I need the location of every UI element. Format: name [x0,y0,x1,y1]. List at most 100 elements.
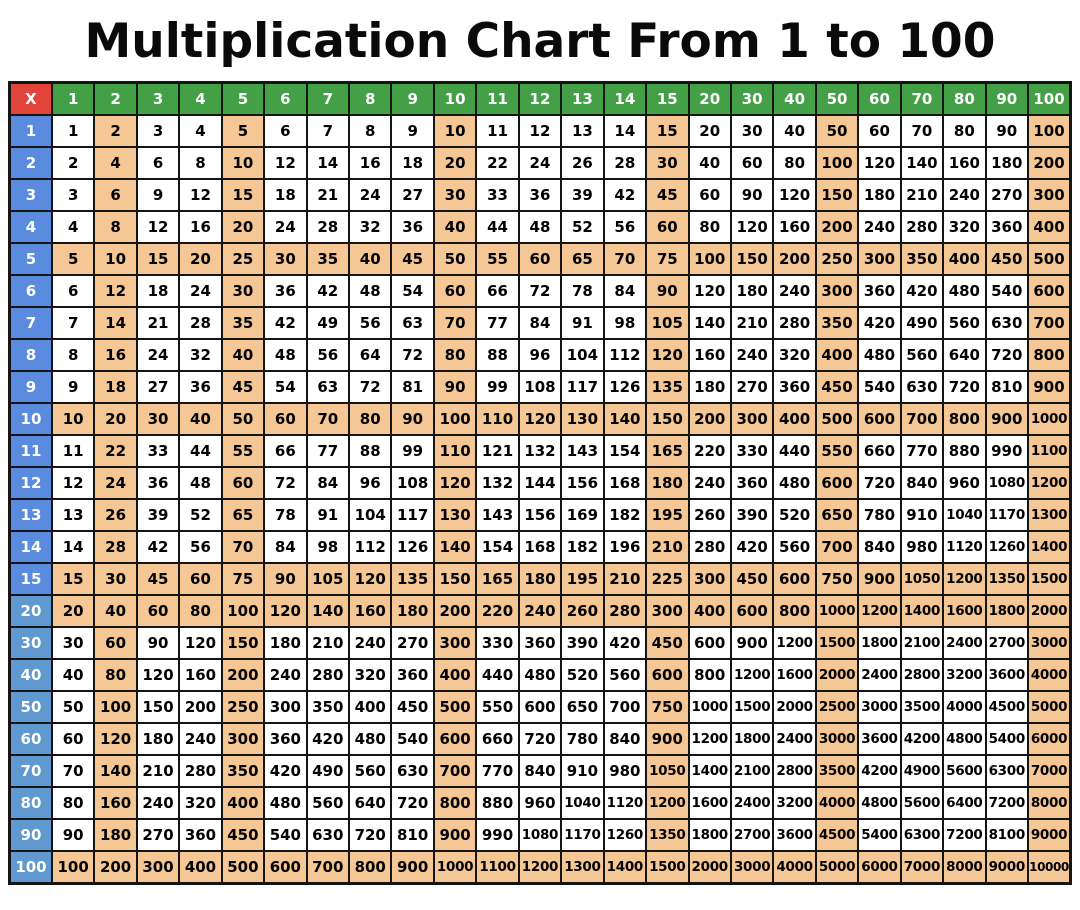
product-cell-50x1: 50 [50,690,96,724]
product-cell-50x3: 150 [135,690,181,724]
product-cell-20x13: 260 [560,594,605,628]
product-cell-12x4: 48 [178,466,223,500]
product-cell-20x9: 180 [390,594,435,628]
product-cell-1x100: 100 [1027,114,1072,148]
product-cell-11x7: 77 [305,434,351,468]
table-row-80: 80 80 160 240 320 400 480 560 640 720 800 880 960 104… [8,786,1072,820]
product-cell-8x15: 120 [645,338,690,372]
row-header-15: 15 [8,562,53,596]
product-cell-5x11: 55 [475,242,520,276]
product-cell-60x11: 660 [475,722,520,756]
product-cell-15x60: 900 [857,562,902,596]
product-cell-30x4: 120 [178,626,223,660]
product-cell-8x3: 24 [135,338,181,372]
product-cell-8x4: 32 [178,338,223,372]
product-cell-2x7: 14 [305,146,351,180]
product-cell-7x13: 91 [560,306,605,340]
product-cell-30x60: 1800 [857,626,902,660]
product-cell-15x15: 225 [645,562,690,596]
product-cell-70x8: 560 [347,754,393,788]
product-cell-1x30: 30 [729,114,775,148]
product-cell-8x70: 560 [899,338,945,372]
product-cell-12x9: 108 [390,466,435,500]
product-cell-1x10: 10 [432,114,478,148]
row-header-70: 70 [8,754,53,788]
product-cell-3x100: 300 [1027,178,1072,212]
product-cell-60x1: 60 [50,722,96,756]
product-cell-14x7: 98 [305,530,351,564]
product-cell-30x3: 90 [135,626,181,660]
product-cell-100x40: 4000 [772,850,817,885]
product-cell-90x60: 5400 [857,818,902,852]
product-cell-30x12: 360 [517,626,563,660]
product-cell-7x11: 77 [475,306,520,340]
product-cell-4x30: 120 [729,210,775,244]
product-cell-9x4: 36 [178,370,223,404]
product-cell-3x15: 45 [645,178,690,212]
product-cell-20x100: 2000 [1027,594,1072,628]
product-cell-100x15: 1500 [645,850,690,885]
product-cell-11x8: 88 [347,434,393,468]
product-cell-15x20: 300 [687,562,732,596]
product-cell-6x70: 420 [899,274,945,308]
product-cell-13x3: 39 [135,498,181,532]
product-cell-15x3: 45 [135,562,181,596]
product-cell-30x14: 420 [602,626,648,660]
product-cell-9x15: 135 [645,370,690,404]
product-cell-7x7: 49 [305,306,351,340]
product-cell-4x15: 60 [645,210,690,244]
product-cell-5x3: 15 [135,242,181,276]
product-cell-14x40: 560 [772,530,817,564]
product-cell-30x5: 150 [220,626,266,660]
product-cell-30x15: 450 [645,626,690,660]
product-cell-6x12: 72 [517,274,563,308]
product-cell-90x6: 540 [263,818,308,852]
col-header-4: 4 [178,81,223,116]
product-cell-11x10: 110 [432,434,478,468]
product-cell-80x7: 560 [305,786,351,820]
product-cell-9x12: 108 [517,370,563,404]
product-cell-50x20: 1000 [687,690,732,724]
product-cell-12x10: 120 [432,466,478,500]
product-cell-7x12: 84 [517,306,563,340]
product-cell-90x20: 1800 [687,818,732,852]
product-cell-10x70: 700 [899,402,945,436]
product-cell-60x60: 3600 [857,722,902,756]
product-cell-11x14: 154 [602,434,648,468]
product-cell-60x12: 720 [517,722,563,756]
product-cell-8x12: 96 [517,338,563,372]
product-cell-100x3: 300 [135,850,181,885]
product-cell-80x8: 640 [347,786,393,820]
product-cell-11x100: 1100 [1027,434,1072,468]
table-row-90: 90 90 180 270 360 450 540 630 720 810 900 990 1080 11… [8,818,1072,852]
table-row-8: 8 8 16 24 32 40 48 56 64 72 80 88 96 104 112 120 160 240 3… [8,338,1072,372]
product-cell-20x12: 240 [517,594,563,628]
product-cell-11x5: 55 [220,434,266,468]
product-cell-2x20: 40 [687,146,732,180]
product-cell-9x6: 54 [263,370,308,404]
product-cell-50x13: 650 [560,690,605,724]
product-cell-100x50: 5000 [814,850,860,885]
product-cell-2x13: 26 [560,146,605,180]
product-cell-14x11: 154 [475,530,520,564]
product-cell-60x20: 1200 [687,722,732,756]
product-cell-14x50: 700 [814,530,860,564]
product-cell-3x2: 6 [93,178,138,212]
product-cell-100x6: 600 [263,850,308,885]
product-cell-8x9: 72 [390,338,435,372]
product-cell-100x14: 1400 [602,850,648,885]
product-cell-10x30: 300 [729,402,775,436]
product-cell-1x20: 20 [687,114,732,148]
product-cell-100x5: 500 [220,850,266,885]
product-cell-40x60: 2400 [857,658,902,692]
product-cell-50x80: 4000 [942,690,987,724]
row-header-8: 8 [8,338,53,372]
product-cell-2x6: 12 [263,146,308,180]
product-cell-50x6: 300 [263,690,308,724]
product-cell-4x9: 36 [390,210,435,244]
product-cell-60x9: 540 [390,722,435,756]
col-header-8: 8 [347,81,393,116]
product-cell-100x90: 9000 [984,850,1030,885]
product-cell-10x40: 400 [772,402,817,436]
product-cell-2x3: 6 [135,146,181,180]
